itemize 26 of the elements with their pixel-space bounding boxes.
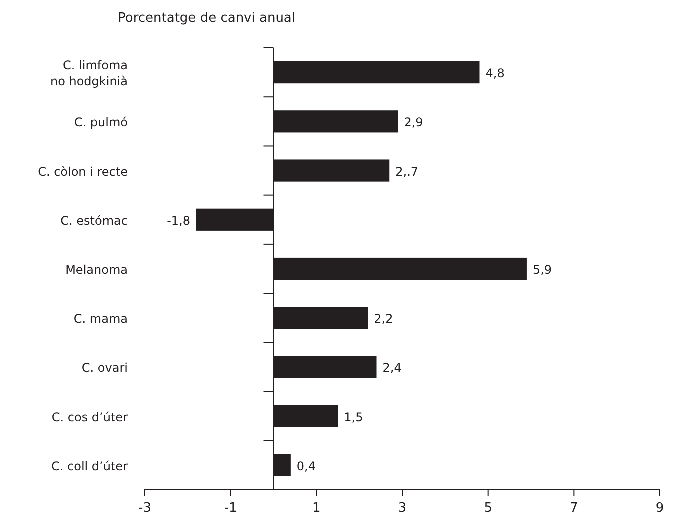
x-tick-label: 5 — [484, 501, 492, 516]
data-label: 5,9 — [532, 263, 552, 277]
y-tick-label: C. còlon i recte — [38, 164, 128, 179]
data-label: -1,8 — [167, 214, 190, 228]
data-label: 1,5 — [344, 410, 364, 424]
data-label: 4,8 — [486, 66, 505, 81]
x-tick-label: 7 — [570, 501, 578, 516]
data-label: 2,9 — [404, 116, 424, 130]
chart-title: Porcentatge de canvi anual — [118, 11, 296, 26]
data-label: 2,.7 — [396, 164, 419, 179]
y-tick-label: Melanoma — [66, 263, 128, 277]
x-tick-label: -1 — [224, 501, 238, 516]
y-tick-label: C. limfoma no hodgkinià — [50, 58, 128, 89]
data-label: 2,4 — [382, 361, 402, 376]
x-tick-label: 3 — [398, 501, 407, 516]
x-tick-label: 1 — [312, 501, 321, 516]
x-tick-label: -3 — [138, 501, 152, 516]
y-tick-label: C. mama — [74, 312, 128, 326]
data-label: 2,2 — [374, 312, 394, 326]
data-label: 0,4 — [296, 459, 316, 474]
y-tick-label: C. ovari — [82, 361, 128, 376]
y-tick-label: C. coll d’úter — [52, 459, 128, 474]
y-tick-label: C. pulmó — [74, 116, 128, 130]
y-tick-label: C. cos d’úter — [52, 410, 128, 424]
y-tick-label: C. estómac — [60, 214, 128, 228]
x-tick-label: 9 — [656, 501, 664, 516]
